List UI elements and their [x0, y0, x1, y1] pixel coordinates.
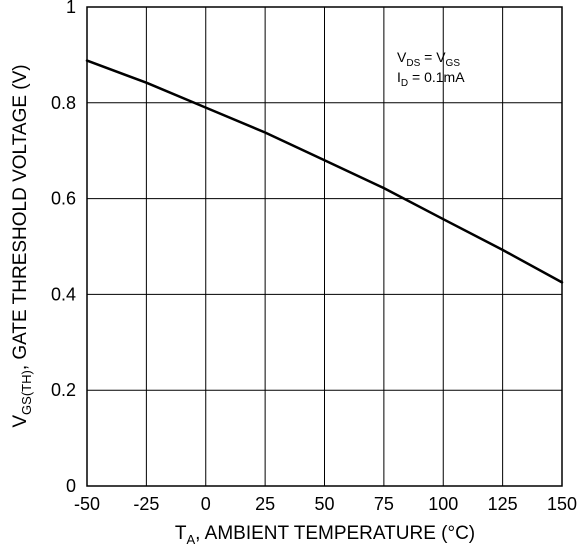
- x-tick-label: 125: [488, 494, 518, 514]
- y-tick-label: 0: [66, 476, 76, 496]
- y-tick-label: 0.4: [51, 284, 76, 304]
- x-tick-label: 50: [314, 494, 334, 514]
- x-tick-labels: -50 -25 0 25 50 75 100 125 150: [74, 494, 577, 514]
- x-tick-label: 75: [374, 494, 394, 514]
- x-tick-label: 150: [547, 494, 577, 514]
- y-tick-label: 0.2: [51, 380, 76, 400]
- x-axis-title: TA, AMBIENT TEMPERATURE (°C): [175, 523, 475, 546]
- annotation-line-2: ID = 0.1mA: [397, 69, 465, 89]
- x-tick-label: -25: [133, 494, 159, 514]
- series-line: [85, 59, 564, 284]
- x-tick-label: 100: [428, 494, 458, 514]
- series-group: [85, 59, 564, 284]
- y-tick-labels: 0 0.2 0.4 0.6 0.8 1: [51, 0, 76, 496]
- x-tick-label: -50: [74, 494, 100, 514]
- x-tick-label: 0: [201, 494, 211, 514]
- y-tick-label: 1: [66, 0, 76, 17]
- y-tick-label: 0.8: [51, 93, 76, 113]
- y-axis-title: VGS(TH), GATE THRESHOLD VOLTAGE (V): [10, 64, 34, 427]
- y-tick-label: 0.6: [51, 189, 76, 209]
- plot-frame: [86, 6, 563, 487]
- x-tick-label: 25: [255, 494, 275, 514]
- grid: [86, 6, 563, 487]
- annotation-line-1: VDS = VGS: [397, 49, 460, 69]
